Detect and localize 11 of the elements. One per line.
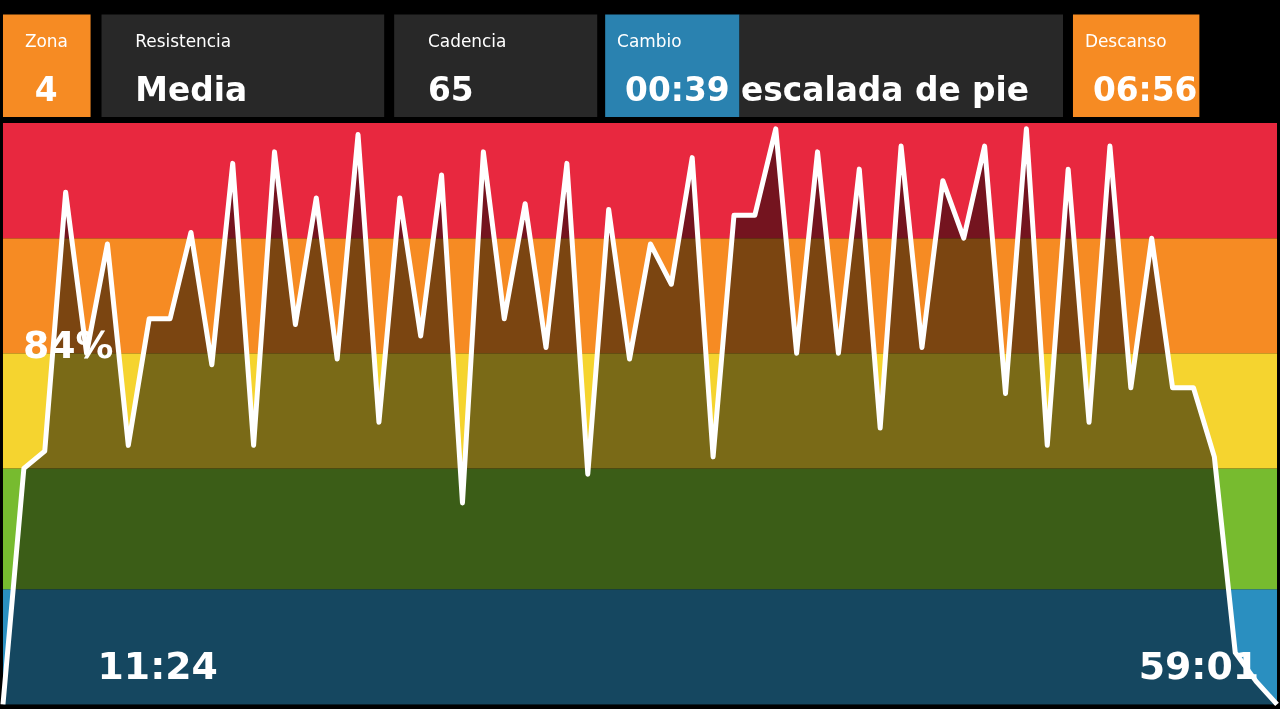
text: Zona [24, 31, 68, 52]
text: Cambio [617, 31, 682, 52]
annotation: 11:24 [97, 644, 218, 689]
text: 00:39 escalada de pie [625, 71, 1030, 110]
text: Resistencia [135, 31, 232, 52]
text: 06:56 [1092, 71, 1198, 110]
text: Descanso [1084, 31, 1167, 52]
text: Cadencia [427, 31, 507, 52]
text: Media [135, 71, 248, 110]
text: 65 [427, 71, 474, 110]
text: 4 [34, 71, 58, 110]
